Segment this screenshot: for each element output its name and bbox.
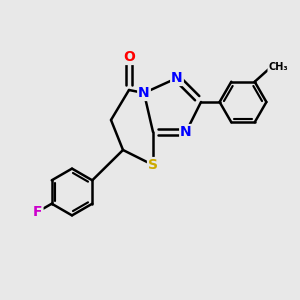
Text: O: O — [123, 50, 135, 64]
Text: F: F — [33, 205, 43, 219]
Text: N: N — [180, 125, 192, 139]
Text: N: N — [138, 86, 150, 100]
Text: S: S — [148, 158, 158, 172]
Text: N: N — [171, 71, 183, 85]
Text: CH₃: CH₃ — [268, 62, 288, 72]
